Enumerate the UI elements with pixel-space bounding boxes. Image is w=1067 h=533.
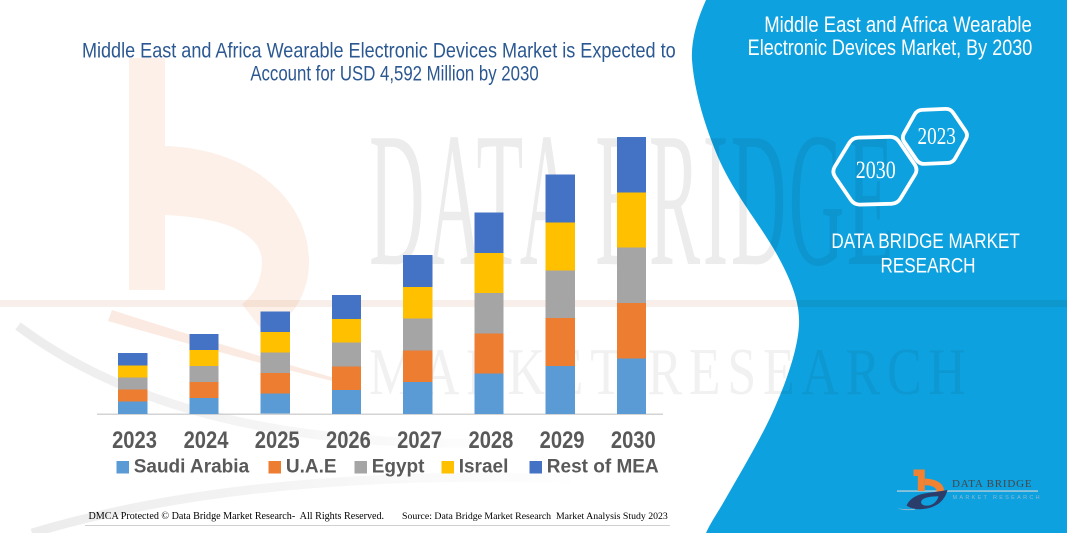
svg-text:2029: 2029 [540,426,585,453]
svg-text:2027: 2027 [397,426,442,453]
svg-text:DATA BRIDGE MARKET: DATA BRIDGE MARKET [831,230,1020,253]
svg-text:Electronic Devices Market, By: Electronic Devices Market, By 2030 [748,36,1033,60]
svg-text:2026: 2026 [326,426,371,453]
svg-text:2023: 2023 [918,123,956,150]
svg-text:Middle East and Africa Wearabl: Middle East and Africa Wearable Electron… [82,39,676,63]
svg-text:2030: 2030 [611,426,656,453]
svg-text:DATA BRIDGE: DATA BRIDGE [952,478,1032,490]
svg-text:Middle East and Africa Wearabl: Middle East and Africa Wearable [764,14,1032,38]
svg-text:Rest of MEA: Rest of MEA [547,457,659,478]
svg-text:MARKET RESEARCH: MARKET RESEARCH [953,495,1042,501]
svg-text:Israel: Israel [459,457,509,478]
svg-text:2030: 2030 [856,156,896,184]
svg-text:2024: 2024 [184,426,229,453]
svg-text:U.A.E: U.A.E [286,457,337,478]
svg-text:2025: 2025 [255,426,300,453]
svg-text:MARKET RESEARCH: MARKET RESEARCH [369,335,973,409]
svg-text:DMCA Protected © Data Bridge M: DMCA Protected © Data Bridge Market Rese… [89,511,385,522]
svg-text:2023: 2023 [112,426,157,453]
svg-text:Source: Data Bridge Market Res: Source: Data Bridge Market Research Mark… [402,511,668,522]
svg-text:2028: 2028 [468,426,513,453]
svg-text:Egypt: Egypt [372,457,425,478]
svg-text:RESEARCH: RESEARCH [880,255,975,278]
svg-text:Saudi Arabia: Saudi Arabia [134,457,250,478]
svg-text:Account for USD 4,592 Million: Account for USD 4,592 Million by 2030 [250,63,538,86]
